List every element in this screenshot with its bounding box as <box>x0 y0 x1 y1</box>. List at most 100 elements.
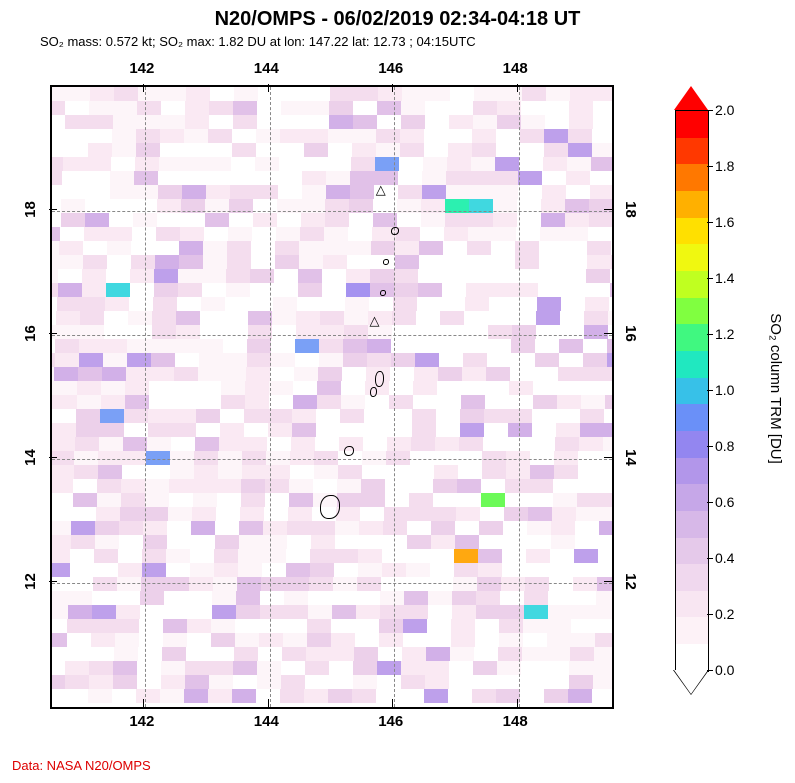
colorbar-tick-label: 0.8 <box>715 438 734 454</box>
so2-pixel <box>138 87 162 101</box>
so2-pixel <box>186 87 210 101</box>
so2-pixel <box>88 143 112 157</box>
so2-pixel <box>594 87 614 101</box>
so2-pixel <box>529 479 553 493</box>
colorbar-segment <box>676 431 708 458</box>
so2-pixel <box>205 213 229 227</box>
so2-pixel <box>50 591 68 605</box>
lon-tick-bottom: 148 <box>503 713 528 730</box>
so2-pixel <box>65 661 89 675</box>
so2-pixel <box>50 535 71 549</box>
so2-pixel <box>557 395 581 409</box>
so2-pixel <box>307 633 331 647</box>
so2-pixel <box>298 283 322 297</box>
so2-pixel <box>500 605 524 619</box>
so2-pixel <box>408 507 432 521</box>
so2-pixel <box>232 689 256 703</box>
so2-pixel <box>83 255 107 269</box>
so2-pixel <box>594 647 614 661</box>
so2-pixel <box>162 87 186 101</box>
so2-pixel <box>272 311 296 325</box>
so2-pixel <box>403 619 427 633</box>
so2-pixel <box>275 255 299 269</box>
so2-pixel <box>161 661 185 675</box>
so2-pixel <box>117 577 141 591</box>
so2-pixel <box>238 563 262 577</box>
so2-pixel <box>394 283 418 297</box>
so2-pixel <box>92 605 116 619</box>
so2-pixel <box>319 339 343 353</box>
so2-pixel <box>233 661 257 675</box>
so2-pixel <box>597 577 614 591</box>
grid-line-lat <box>52 583 612 584</box>
tick-mark <box>392 84 393 92</box>
colorbar-tick <box>707 390 713 391</box>
island-outline <box>380 290 386 296</box>
so2-pixel <box>415 353 439 367</box>
so2-pixel <box>223 353 247 367</box>
so2-pixel <box>50 283 58 297</box>
data-credit: Data: NASA N20/OMPS <box>12 758 151 773</box>
so2-pixel <box>110 171 134 185</box>
so2-pixel <box>552 507 576 521</box>
so2-pixel <box>148 423 172 437</box>
so2-pixel <box>554 451 578 465</box>
so2-pixel <box>412 423 436 437</box>
so2-pixel <box>112 129 136 143</box>
so2-pixel <box>587 255 611 269</box>
so2-pixel <box>202 269 226 283</box>
so2-pixel <box>330 647 354 661</box>
so2-pixel <box>263 521 287 535</box>
so2-pixel <box>115 619 139 633</box>
so2-pixel <box>101 395 125 409</box>
so2-pixel <box>446 171 470 185</box>
so2-pixel <box>143 521 167 535</box>
so2-pixel <box>211 633 235 647</box>
so2-pixel <box>454 563 478 577</box>
so2-pixel <box>120 507 144 521</box>
so2-pixel <box>105 297 129 311</box>
so2-pixel <box>522 647 546 661</box>
so2-pixel <box>214 549 238 563</box>
so2-pixel <box>418 283 442 297</box>
so2-pixel <box>462 367 486 381</box>
so2-pixel <box>284 591 308 605</box>
so2-pixel <box>241 493 265 507</box>
so2-pixel <box>600 507 614 521</box>
so2-pixel <box>476 591 500 605</box>
so2-pixel <box>128 311 152 325</box>
so2-pixel <box>301 213 325 227</box>
so2-pixel <box>289 493 313 507</box>
grid-line-lon <box>394 87 395 707</box>
so2-pixel <box>576 507 600 521</box>
so2-pixel <box>525 577 549 591</box>
so2-pixel <box>311 535 335 549</box>
so2-pixel <box>514 283 538 297</box>
so2-pixel <box>91 633 115 647</box>
so2-pixel <box>211 619 235 633</box>
so2-pixel <box>544 143 568 157</box>
tick-mark <box>604 457 612 458</box>
so2-pixel <box>99 437 123 451</box>
so2-pixel <box>486 367 510 381</box>
so2-pixel <box>421 213 445 227</box>
so2-pixel <box>163 633 187 647</box>
so2-pixel <box>80 325 104 339</box>
so2-pixel <box>227 255 251 269</box>
so2-pixel <box>375 157 399 171</box>
so2-pixel <box>88 689 112 703</box>
so2-pixel <box>296 311 320 325</box>
so2-pixel <box>50 241 59 255</box>
so2-pixel <box>203 241 227 255</box>
so2-pixel <box>65 115 89 129</box>
so2-pixel <box>293 395 317 409</box>
so2-pixel <box>137 101 161 115</box>
so2-pixel <box>77 395 101 409</box>
so2-pixel <box>478 563 502 577</box>
so2-pixel <box>456 507 480 521</box>
chart-title: N20/OMPS - 06/02/2019 02:34-04:18 UT <box>215 8 581 31</box>
so2-pixel <box>613 199 614 213</box>
so2-pixel <box>268 409 292 423</box>
so2-pixel <box>76 423 100 437</box>
so2-pixel <box>94 549 118 563</box>
